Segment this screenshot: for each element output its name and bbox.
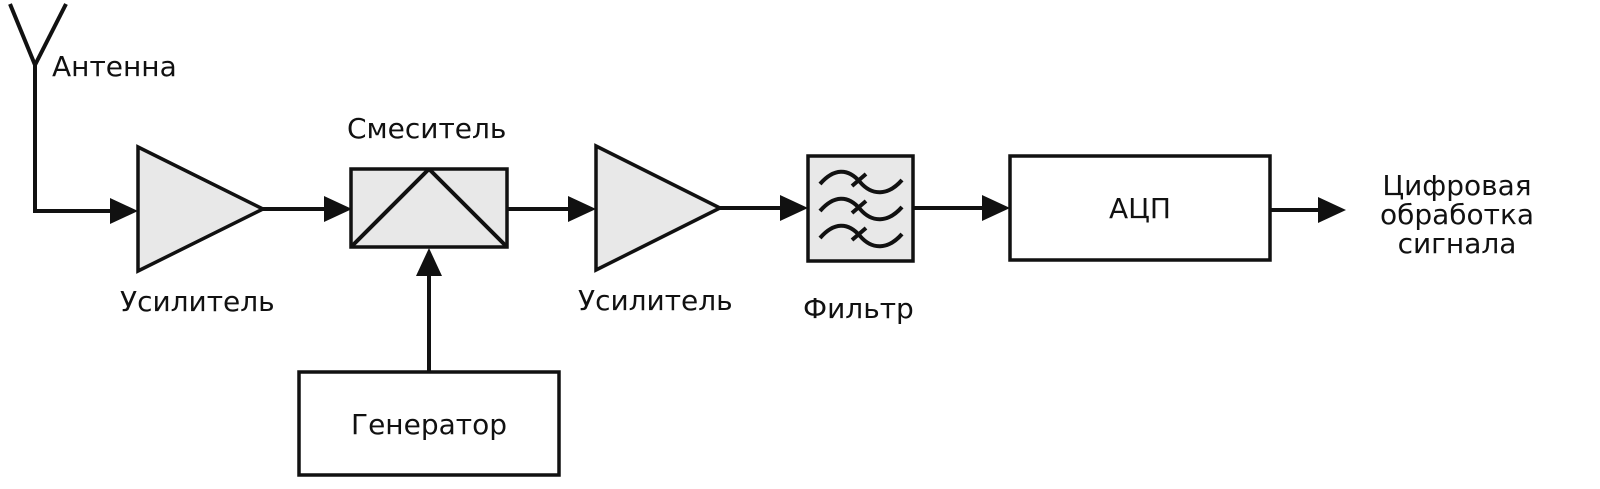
amplifier-1-block [136, 144, 267, 274]
mixer-label: Смеситель [347, 112, 506, 145]
adc-label: АЦП [1109, 192, 1171, 225]
generator-label: Генератор [351, 408, 507, 441]
arrow-into-amp2 [568, 196, 596, 222]
adc-block [1008, 154, 1272, 262]
amplifier-2-label: Усилитель [578, 284, 733, 317]
amplifier-1-label: Усилитель [120, 285, 275, 318]
arrow-into-filter [780, 195, 808, 221]
output-label: Цифровая обработка сигнала [1380, 169, 1534, 260]
generator-block [297, 370, 561, 477]
antenna-icon [8, 3, 68, 213]
output-label-line-1: Цифровая [1382, 169, 1531, 202]
mixer-block [349, 167, 509, 249]
output-label-line-2: обработка [1380, 198, 1534, 231]
arrow-into-amp1 [110, 198, 138, 224]
arrow-into-adc [982, 195, 1010, 221]
arrow-generator-into-mixer [416, 248, 442, 276]
arrow-to-output [1318, 197, 1346, 223]
antenna-label: Антенна [52, 50, 177, 83]
output-label-line-3: сигнала [1398, 227, 1517, 260]
filter-label: Фильтр [803, 292, 914, 325]
arrow-into-mixer [324, 196, 352, 222]
filter-block [806, 154, 915, 263]
amplifier-2-block [594, 143, 724, 273]
